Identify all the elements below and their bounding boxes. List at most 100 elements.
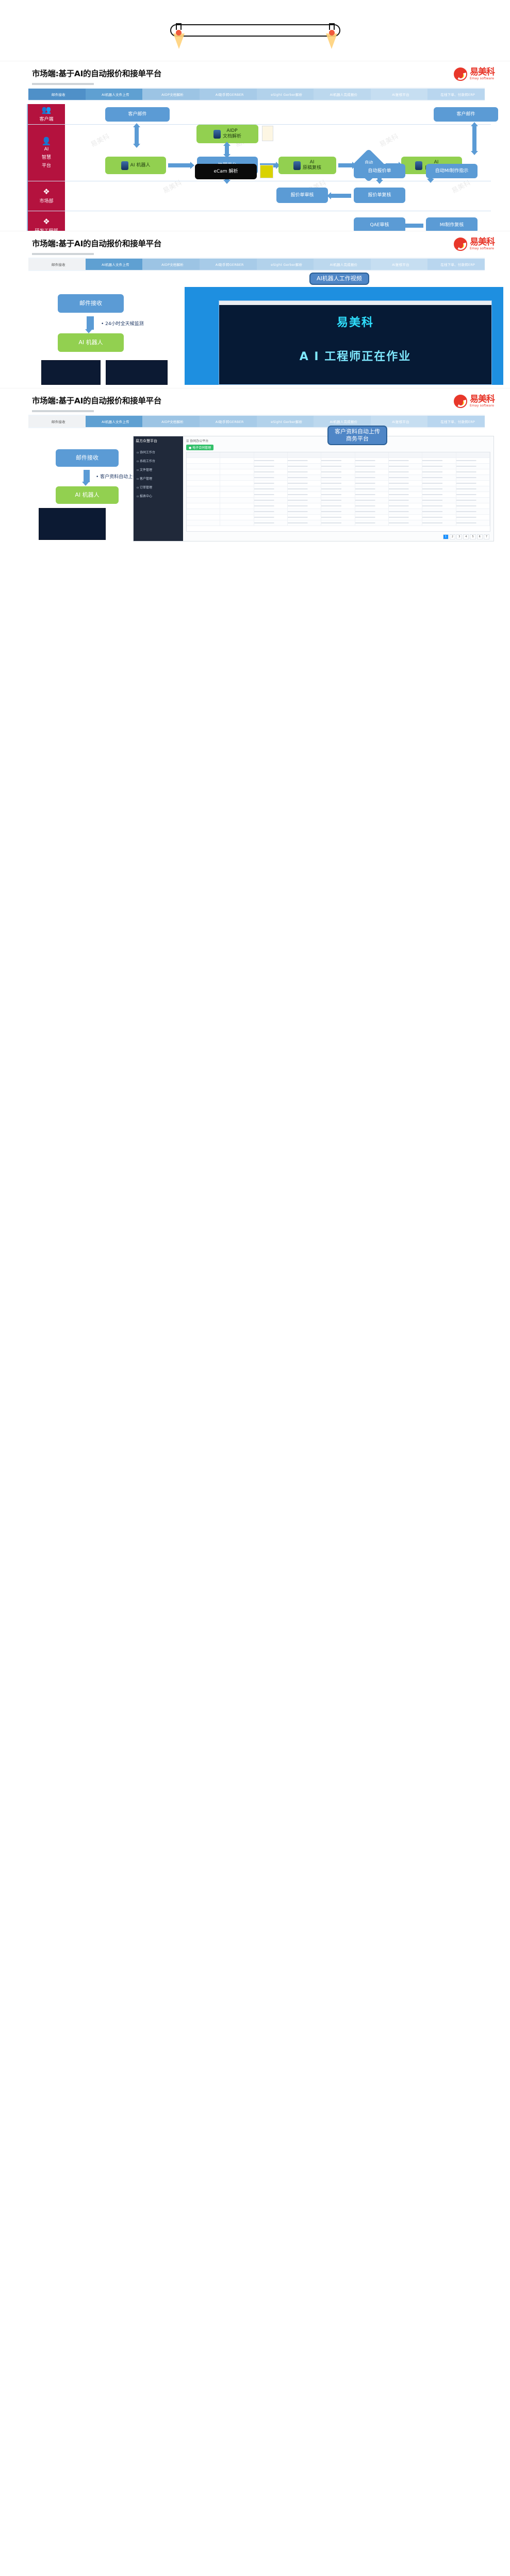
page-7[interactable]: 7 [483, 534, 489, 539]
grid-row [187, 509, 490, 515]
note-monitoring: • 24小时全天候监测 [101, 321, 144, 327]
step-6[interactable]: AI复核平台 [370, 258, 428, 271]
node-text: AI 机器人 [130, 163, 151, 168]
step-5[interactable]: AI机器人完成报价 [314, 88, 371, 101]
grid-cell [388, 509, 423, 514]
node-ai-manuscript-review: AI 原稿复核 [278, 157, 336, 174]
sidebar-item[interactable]: ▫ 协同工作台 [137, 451, 155, 454]
grid-cell [388, 458, 423, 463]
grid-cell [321, 458, 355, 463]
step-shape [28, 89, 86, 100]
step-0[interactable]: 邮件接收 [28, 415, 86, 428]
page-4[interactable]: 4 [463, 534, 469, 539]
page-5[interactable]: 5 [470, 534, 476, 539]
step-0[interactable]: 邮件接收 [28, 258, 86, 271]
step-3[interactable]: AI助手转GERBER [199, 258, 257, 271]
step-2[interactable]: AIDP文档解析 [142, 88, 200, 101]
page-title: 市场端:基于AI的自动报价和接单平台 [32, 239, 162, 248]
sidebar-item[interactable]: ▫ 客户管理 [137, 477, 152, 481]
grid-cell [422, 515, 456, 520]
badge-upload-platform[interactable]: 客户资料自动上传 商务平台 [327, 426, 387, 445]
grid-cell [422, 498, 456, 503]
grid-cell [388, 464, 423, 469]
step-shape [199, 259, 257, 270]
step-4[interactable]: eSight Gerber解析 [256, 88, 314, 101]
step-shape [314, 416, 371, 427]
lane-body-3: QAE审核 MI制作复核 [65, 211, 491, 231]
sidebar-item[interactable]: ▫ 系统工作台 [137, 460, 155, 463]
lane-label-text: 研发工程部 [35, 227, 58, 231]
app-data-grid [186, 452, 490, 532]
app-tag[interactable]: ● 电子合同管理 [186, 445, 214, 450]
page-3[interactable]: 3 [456, 534, 463, 539]
step-4[interactable]: eSight Gerber解析 [256, 415, 314, 428]
title-underline [32, 253, 94, 255]
pill-line: AI机器人工作视频 [317, 275, 362, 282]
grid-cell [456, 498, 490, 503]
step-6[interactable]: AI复核平台 [370, 415, 428, 428]
arrow-review-precheck [338, 162, 356, 169]
step-5[interactable]: AI机器人完成报价 [314, 415, 371, 428]
grid-row [187, 452, 490, 458]
grid-cell [422, 503, 456, 509]
grid-cell [422, 475, 456, 480]
grid-cell [287, 464, 322, 469]
ai-head-thumb-2 [106, 360, 168, 385]
arrow-robot-coop [168, 162, 194, 169]
grid-cell [187, 520, 221, 526]
grid-cell [321, 520, 355, 526]
step-1[interactable]: AI机器人文件上传 [85, 415, 143, 428]
step-label: AIDP文档解析 [161, 263, 184, 267]
step-shape [85, 89, 143, 100]
sidebar-item[interactable]: ▫ 订单管理 [137, 486, 152, 489]
step-6[interactable]: AI复核平台 [370, 88, 428, 101]
step-shape [256, 416, 314, 427]
grid-cell [220, 481, 254, 486]
page-1[interactable]: 1 [442, 534, 449, 539]
page-6[interactable]: 6 [476, 534, 483, 539]
step-2[interactable]: AIDP文档解析 [142, 415, 200, 428]
step-7[interactable]: 在线下单、付款转ERP [427, 415, 485, 428]
grid-cell [321, 509, 355, 514]
grid-cell [220, 509, 254, 514]
step-1[interactable]: AI机器人文件上传 [85, 258, 143, 271]
step-7[interactable]: 在线下单、付款转ERP [427, 88, 485, 101]
grid-cell [220, 486, 254, 492]
step-label: 邮件接收 [51, 263, 65, 267]
badge-robot-video[interactable]: AI机器人工作视频 [309, 273, 369, 285]
step-1[interactable]: AI机器人文件上传 [85, 88, 143, 101]
grid-cell [254, 469, 288, 474]
step-4[interactable]: eSight Gerber解析 [256, 258, 314, 271]
node-line: AI 机器人 [130, 162, 151, 168]
step-shape [85, 416, 143, 427]
robot-icon [293, 161, 301, 170]
grid-cell [321, 492, 355, 497]
step-label: AI助手转GERBER [215, 420, 244, 424]
step-3[interactable]: AI助手转GERBER [199, 88, 257, 101]
node-customer-mail-left: 客户邮件 [105, 107, 170, 122]
step-5[interactable]: AI机器人完成报价 [314, 258, 371, 271]
step-2[interactable]: AIDP文档解析 [142, 258, 200, 271]
page-2[interactable]: 2 [449, 534, 456, 539]
sidebar-item[interactable]: ▫ 报表中心 [137, 495, 152, 498]
brand-text: 易美科 Emay software [470, 395, 495, 408]
pill-line: 商务平台 [346, 435, 369, 442]
step-0[interactable]: 邮件接收 [28, 88, 86, 101]
step-shape [28, 259, 86, 270]
lane-icon: ❖ [43, 217, 50, 226]
step-shape [427, 416, 485, 427]
step-shape [370, 416, 428, 427]
brand-mark-icon [454, 395, 467, 408]
sidebar-item[interactable]: ▫ 文件管理 [137, 468, 152, 472]
lane-label-text: 市场部 [39, 199, 54, 204]
node-mail-receive: 邮件接收 [58, 294, 124, 313]
step-7[interactable]: 在线下单、付款转ERP [427, 258, 485, 271]
step-shape [370, 89, 428, 100]
grid-cell [321, 464, 355, 469]
step-3[interactable]: AI助手转GERBER [199, 415, 257, 428]
grid-cell [355, 469, 389, 474]
grid-cell [388, 520, 423, 526]
grid-cell [220, 492, 254, 497]
process-steps: 邮件接收 AI机器人文件上传 AIDP文档解析 AI助手转GERBER eSight G… [28, 88, 485, 101]
step-shape [28, 416, 86, 427]
